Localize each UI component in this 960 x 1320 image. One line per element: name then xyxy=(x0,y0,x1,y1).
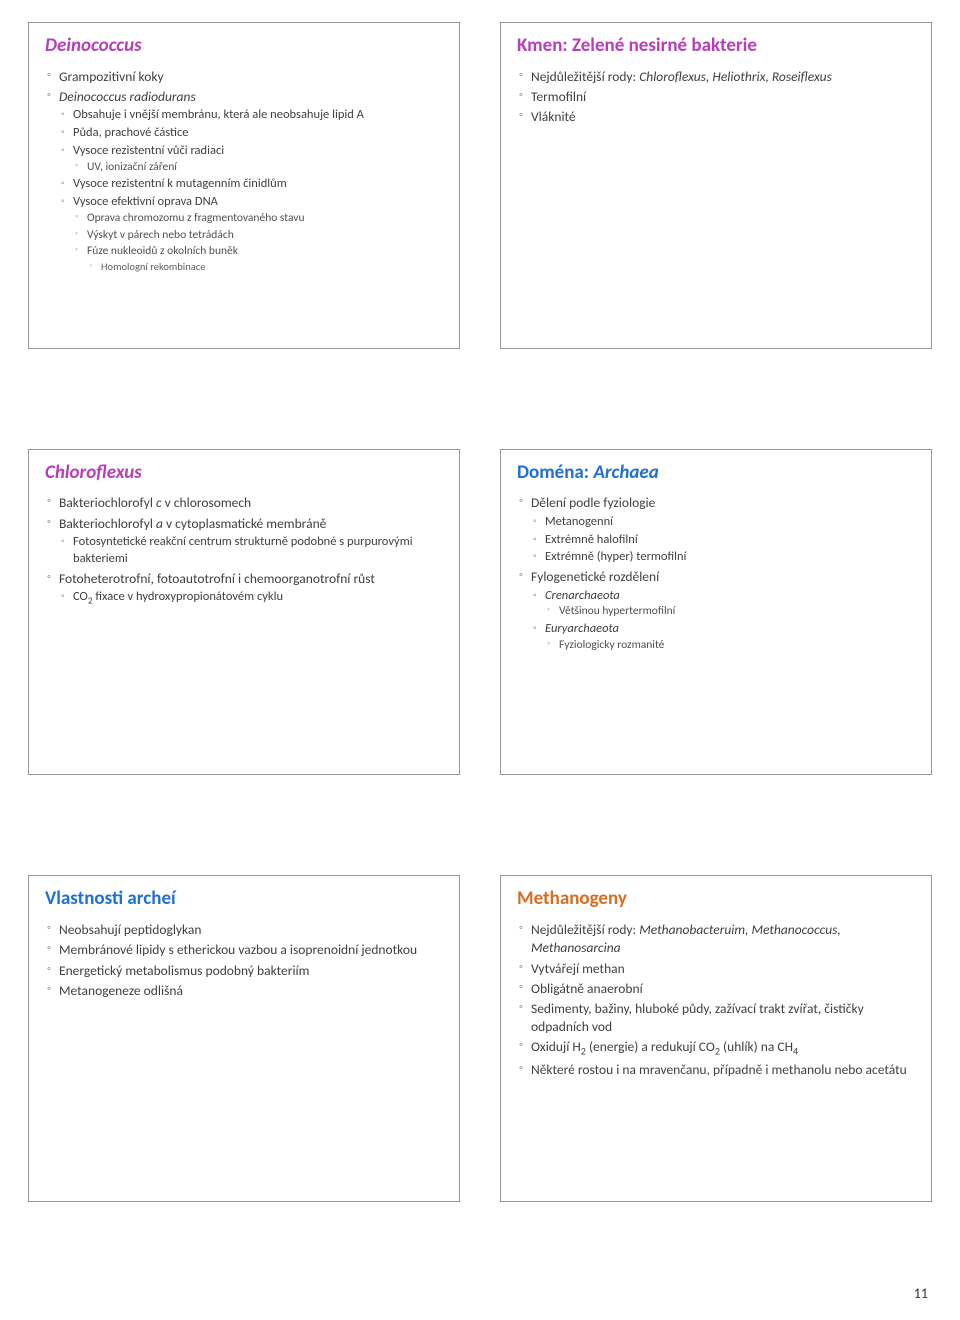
bullet-item: Bakteriochlorofyl a v cytoplasmatické me… xyxy=(45,515,443,568)
slide-2: Kmen: Zelené nesirné bakterie Nejdůležitě… xyxy=(500,22,932,349)
slide-6: Methanogeny Nejdůležitější rody: Methanob… xyxy=(500,875,932,1202)
bullet-item: Vláknité xyxy=(517,108,915,126)
bullet-item: CO2 fixace v hydroxypropionátovém cyklu xyxy=(59,589,443,607)
bullet-item: Metanogeneze odlišná xyxy=(45,982,443,1000)
bullet-list-l3: Fyziologicky rozmanité xyxy=(545,638,915,654)
bullet-item: Dělení podle fyziologieMetanogenníExtrém… xyxy=(517,494,915,566)
bullet-item: Nejdůležitější rody: Methanobacteruim, M… xyxy=(517,921,915,957)
bullet-item: Homologní rekombinace xyxy=(87,260,443,274)
bullet-list-l2: MetanogenníExtrémně halofilníExtrémně (h… xyxy=(531,514,915,567)
bullet-item: UV, ionizační záření xyxy=(73,160,443,176)
bullet-item: Oprava chromozomu z fragmentovaného stav… xyxy=(73,211,443,227)
bullet-item: Deinococcus radioduransObsahuje i vnější… xyxy=(45,88,443,274)
bullet-item: Energetický metabolismus podobný bakteri… xyxy=(45,962,443,980)
slide-title: Kmen: Zelené nesirné bakterie xyxy=(517,35,915,58)
bullet-item: Fúze nukleoidů z okolních buněkHomologní… xyxy=(73,244,443,274)
page-number: 11 xyxy=(914,1285,928,1302)
bullet-list-l1: Neobsahují peptidoglykan Membránové lipid… xyxy=(45,921,443,1000)
bullet-list-l1: Dělení podle fyziologieMetanogenníExtrém… xyxy=(517,494,915,653)
bullet-item: Grampozitivní koky xyxy=(45,68,443,86)
bullet-list-l3: UV, ionizační záření xyxy=(73,160,443,176)
bullet-list-l4: Homologní rekombinace xyxy=(87,260,443,274)
bullet-item: EuryarchaeotaFyziologicky rozmanité xyxy=(531,621,915,653)
bullet-list-l2: CO2 fixace v hydroxypropionátovém cyklu xyxy=(59,589,443,607)
bullet-list-l1: Nejdůležitější rody: Chloroflexus, Helio… xyxy=(517,68,915,127)
bullet-item: Bakteriochlorofyl c v chlorosomech xyxy=(45,494,443,512)
slide-3: Chloroflexus Bakteriochlorofyl c v chloro… xyxy=(28,449,460,776)
bullet-item: Obligátně anaerobní xyxy=(517,980,915,998)
bullet-list-l2: Fotosyntetické reakční centrum strukturn… xyxy=(59,534,443,568)
bullet-item: Obsahuje i vnější membránu, která ale ne… xyxy=(59,107,443,124)
bullet-item: Extrémně (hyper) termofilní xyxy=(531,549,915,566)
bullet-item: Nejdůležitější rody: Chloroflexus, Helio… xyxy=(517,68,915,86)
bullet-item: Metanogenní xyxy=(531,514,915,531)
bullet-item: Neobsahují peptidoglykan xyxy=(45,921,443,939)
bullet-item: Vysoce efektivní oprava DNAOprava chromo… xyxy=(59,194,443,274)
slide-1: Deinococcus Grampozitivní koky Deinococcus… xyxy=(28,22,460,349)
bullet-item: Termofilní xyxy=(517,88,915,106)
bullet-list-l2: CrenarchaeotaVětšinou hypertermofilníEur… xyxy=(531,588,915,654)
slide-4: Doména: Archaea Dělení podle fyziologieMe… xyxy=(500,449,932,776)
bullet-item: Extrémně halofilní xyxy=(531,532,915,549)
bullet-item: CrenarchaeotaVětšinou hypertermofilní xyxy=(531,588,915,620)
slide-title: Methanogeny xyxy=(517,888,915,911)
slide-title: Chloroflexus xyxy=(45,462,443,485)
bullet-list-l3: Oprava chromozomu z fragmentovaného stav… xyxy=(73,211,443,274)
bullet-list-l1: Grampozitivní koky Deinococcus radioduran… xyxy=(45,68,443,274)
slide-title: Deinococcus xyxy=(45,35,443,58)
bullet-item: Vysoce rezistentní vůči radiaciUV, ioniz… xyxy=(59,143,443,175)
slide-grid: Deinococcus Grampozitivní koky Deinococcus… xyxy=(28,22,932,1202)
bullet-item: Výskyt v párech nebo tetrádách xyxy=(73,228,443,244)
bullet-item: Fotosyntetické reakční centrum strukturn… xyxy=(59,534,443,568)
bullet-item: Vytvářejí methan xyxy=(517,960,915,978)
bullet-item: Fyziologicky rozmanité xyxy=(545,638,915,654)
bullet-list-l1: Bakteriochlorofyl c v chlorosomech Bakter… xyxy=(45,494,443,607)
slide-title: Doména: Archaea xyxy=(517,462,915,485)
bullet-item: Membránové lipidy s etherickou vazbou a … xyxy=(45,941,443,959)
bullet-item: Oxidují H2 (energie) a redukují CO2 (uhl… xyxy=(517,1038,915,1058)
bullet-item: Fotoheterotrofní, fotoautotrofní i chemo… xyxy=(45,570,443,607)
bullet-item: Sedimenty, bažiny, hluboké půdy, zažívac… xyxy=(517,1000,915,1036)
slide-title: Vlastnosti archeí xyxy=(45,888,443,911)
bullet-list-l2: Obsahuje i vnější membránu, která ale ne… xyxy=(59,107,443,274)
slide-5: Vlastnosti archeí Neobsahují peptidoglyka… xyxy=(28,875,460,1202)
bullet-list-l3: Většinou hypertermofilní xyxy=(545,604,915,620)
bullet-list-l1: Nejdůležitější rody: Methanobacteruim, M… xyxy=(517,921,915,1079)
bullet-item: Fylogenetické rozděleníCrenarchaeotaVětš… xyxy=(517,568,915,653)
bullet-item: Půda, prachové částice xyxy=(59,125,443,142)
bullet-item: Některé rostou i na mravenčanu, případně… xyxy=(517,1061,915,1079)
bullet-item: Vysoce rezistentní k mutagenním činidlům xyxy=(59,176,443,193)
bullet-item: Většinou hypertermofilní xyxy=(545,604,915,620)
